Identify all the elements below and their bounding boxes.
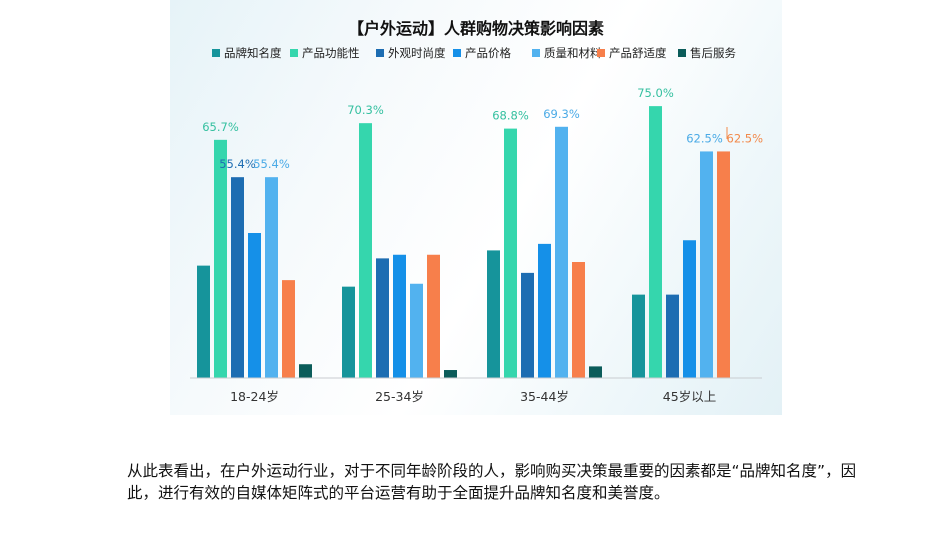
bar: [538, 243, 551, 378]
data-label: 65.7%: [202, 120, 239, 134]
bar: [359, 123, 372, 378]
bar: [717, 151, 730, 378]
bar: [504, 128, 517, 378]
legend-label: 产品功能性: [302, 46, 360, 60]
data-label: 69.3%: [543, 107, 580, 121]
data-label: 55.4%: [253, 157, 290, 171]
bar: [683, 240, 696, 378]
bar: [197, 265, 210, 378]
data-label: 55.4%: [219, 157, 256, 171]
bar: [572, 262, 585, 378]
legend-swatch: [597, 49, 605, 57]
x-tick-label: 35-44岁: [520, 389, 569, 404]
legend-swatch: [678, 49, 686, 57]
bar: [393, 254, 406, 378]
legend-label: 产品价格: [465, 46, 511, 60]
bar: [487, 250, 500, 378]
bar: [521, 272, 534, 378]
legend-swatch: [453, 49, 461, 57]
legend-label: 产品舒适度: [609, 46, 667, 60]
bar: [444, 370, 457, 378]
legend-label: 外观时尚度: [388, 46, 446, 60]
legend-swatch: [376, 49, 384, 57]
bar: [376, 258, 389, 378]
bar: [282, 280, 295, 378]
legend-swatch: [212, 49, 220, 57]
data-label: 75.0%: [637, 86, 674, 100]
data-label: 68.8%: [492, 109, 529, 123]
chart-legend: 品牌知名度 产品功能性 外观时尚度 产品价格 质量和材料 产品舒适度 售后服务: [212, 46, 736, 60]
data-label: 62.5%: [727, 131, 764, 145]
legend-swatch: [290, 49, 298, 57]
legend-label: 质量和材料: [544, 46, 602, 60]
bar: [666, 294, 679, 378]
data-label: 70.3%: [347, 103, 384, 117]
bar: [214, 139, 227, 378]
bar: [700, 151, 713, 378]
bar: [248, 233, 261, 378]
bar: [632, 294, 645, 378]
bar: [265, 177, 278, 378]
bar: [410, 283, 423, 378]
x-tick-group: 18-24岁 25-34岁 35-44岁 45岁以上: [230, 389, 716, 404]
data-label: 62.5%: [686, 131, 723, 145]
bar-chart: 【户外运动】人群购物决策影响因素 品牌知名度 产品功能性 外观时尚度 产品价格 质量和材…: [190, 19, 763, 404]
bar: [649, 106, 662, 378]
bar: [342, 286, 355, 378]
x-tick-label: 45岁以上: [663, 389, 716, 404]
chart-panel: 【户外运动】人群购物决策影响因素 品牌知名度 产品功能性 外观时尚度 产品价格 质量和材…: [170, 0, 782, 415]
legend-label: 品牌知名度: [224, 46, 282, 60]
data-label-group: 65.7% 55.4%55.4% 70.3% 68.8% 69.3% 75.0% 62.5%…: [202, 86, 763, 171]
bar: [427, 254, 440, 378]
bar: [589, 366, 602, 378]
legend-label: 售后服务: [690, 46, 736, 60]
bar: [231, 177, 244, 378]
x-tick-label: 18-24岁: [230, 389, 279, 404]
bar: [555, 126, 568, 378]
bar-group: [197, 106, 730, 378]
chart-title: 【户外运动】人群购物决策影响因素: [348, 19, 604, 38]
caption-text: 从此表看出，在户外运动行业，对于不同年龄阶段的人，影响购买决策最重要的因素都是“…: [127, 462, 857, 502]
x-tick-label: 25-34岁: [375, 389, 424, 404]
bar: [299, 364, 312, 378]
legend-swatch: [532, 49, 540, 57]
